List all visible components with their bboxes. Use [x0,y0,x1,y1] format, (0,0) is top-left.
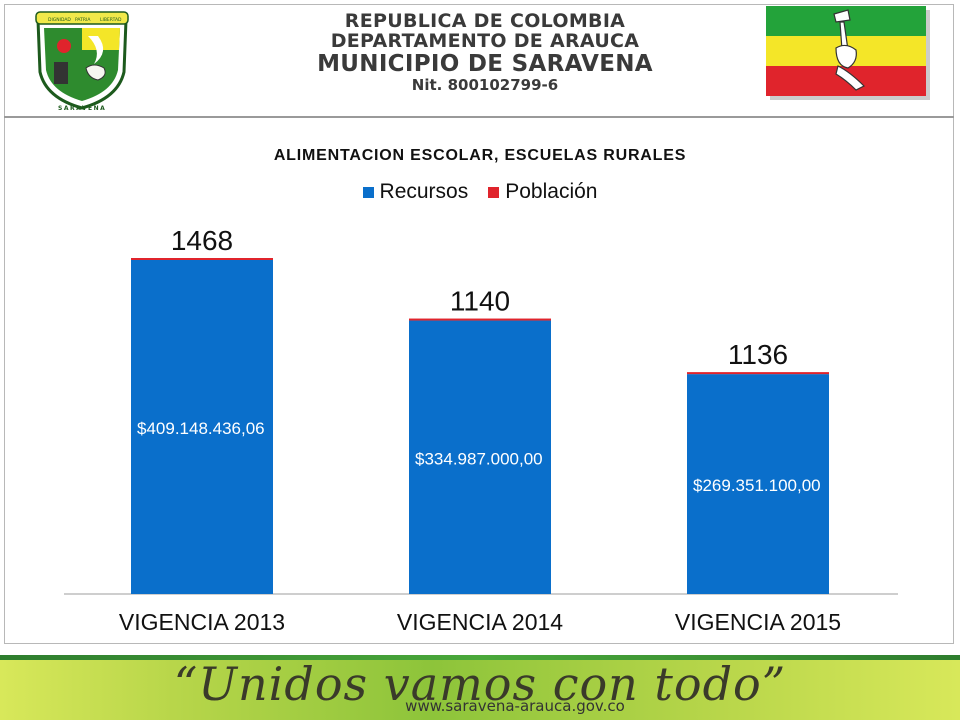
municipal-shield-logo: DIGNIDAD PATRIA LIBERTAD SARAVENA [35,11,129,112]
raised-fist-torch-icon [833,9,866,91]
legend-swatch-poblacion [488,186,500,198]
data-label-recursos-2: $334.987.000,00 [415,449,543,468]
municipal-flag [766,6,930,100]
header-divider [4,116,954,118]
category-label-3: VIGENCIA 2015 [675,609,841,635]
data-label-poblacion-2: 1140 [450,286,510,317]
chart-legend: Recursos Población [0,180,960,204]
bar-poblacion-3 [687,372,829,375]
svg-text:DIGNIDAD: DIGNIDAD [48,17,71,23]
bar-recursos-1 [131,260,273,594]
chart-title: ALIMENTACION ESCOLAR, ESCUELAS RURALES [273,147,687,164]
footer-website: www.saravena-arauca.gov.co [405,697,625,715]
legend-item-poblacion: Población [488,180,597,204]
header-line-nit: Nit. 800102799-6 [411,76,559,95]
data-label-recursos-3: $269.351.100,00 [693,476,821,495]
header-titles: REPUBLICA DE COLOMBIA DEPARTAMENTO DE AR… [290,10,680,95]
legend-label-poblacion: Población [505,180,598,203]
category-label-2: VIGENCIA 2014 [397,609,563,635]
legend-label-recursos: Recursos [379,180,469,203]
data-label-poblacion-3: 1136 [728,339,788,370]
bar-recursos-2 [409,320,551,594]
svg-text:SARAVENA: SARAVENA [58,105,106,112]
svg-text:LIBERTAD: LIBERTAD [100,17,122,23]
footer-slogan: “Unidos vamos con todo” [173,657,787,711]
header-line-republic: REPUBLICA DE COLOMBIA [344,10,626,32]
header-line-department: DEPARTAMENTO DE ARAUCA [330,29,640,52]
bar-poblacion-2 [409,318,551,321]
bar-poblacion-1 [131,258,273,260]
header-line-municipality: MUNICIPIO DE SARAVENA [317,50,653,77]
legend-swatch-recursos [362,186,374,198]
slide-frame [4,4,954,644]
bar-chart: $409.148.436,06 1468 VIGENCIA 2013 $334.987… [64,225,898,635]
legend-item-recursos: Recursos [362,180,469,204]
data-label-recursos-1: $409.148.436,06 [137,419,265,438]
data-label-poblacion-1: 1468 [171,225,233,256]
category-label-1: VIGENCIA 2013 [119,609,285,635]
svg-text:PATRIA: PATRIA [75,17,91,23]
bar-recursos-3 [687,374,829,594]
footer-band [0,655,960,720]
